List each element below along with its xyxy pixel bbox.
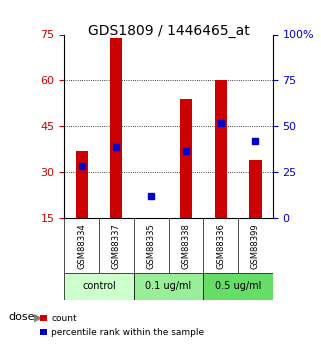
Text: control: control <box>82 282 116 292</box>
Text: GSM88337: GSM88337 <box>112 223 121 269</box>
Bar <box>110 38 122 218</box>
Bar <box>134 273 203 300</box>
Text: GSM88334: GSM88334 <box>77 223 86 269</box>
Bar <box>180 99 192 218</box>
Text: dose: dose <box>8 312 35 322</box>
Text: GSM88338: GSM88338 <box>181 223 190 269</box>
Text: GSM88335: GSM88335 <box>147 223 156 269</box>
Bar <box>215 80 227 218</box>
Text: 0.5 ug/ml: 0.5 ug/ml <box>215 282 261 292</box>
Legend: count, percentile rank within the sample: count, percentile rank within the sample <box>37 311 208 341</box>
Bar <box>75 150 88 218</box>
Bar <box>249 160 262 218</box>
Text: GDS1809 / 1446465_at: GDS1809 / 1446465_at <box>88 24 249 38</box>
Text: 0.1 ug/ml: 0.1 ug/ml <box>145 282 192 292</box>
Text: GSM88399: GSM88399 <box>251 223 260 269</box>
Text: ▶: ▶ <box>34 313 42 323</box>
Bar <box>203 273 273 300</box>
Text: GSM88336: GSM88336 <box>216 223 225 269</box>
Bar <box>64 273 134 300</box>
